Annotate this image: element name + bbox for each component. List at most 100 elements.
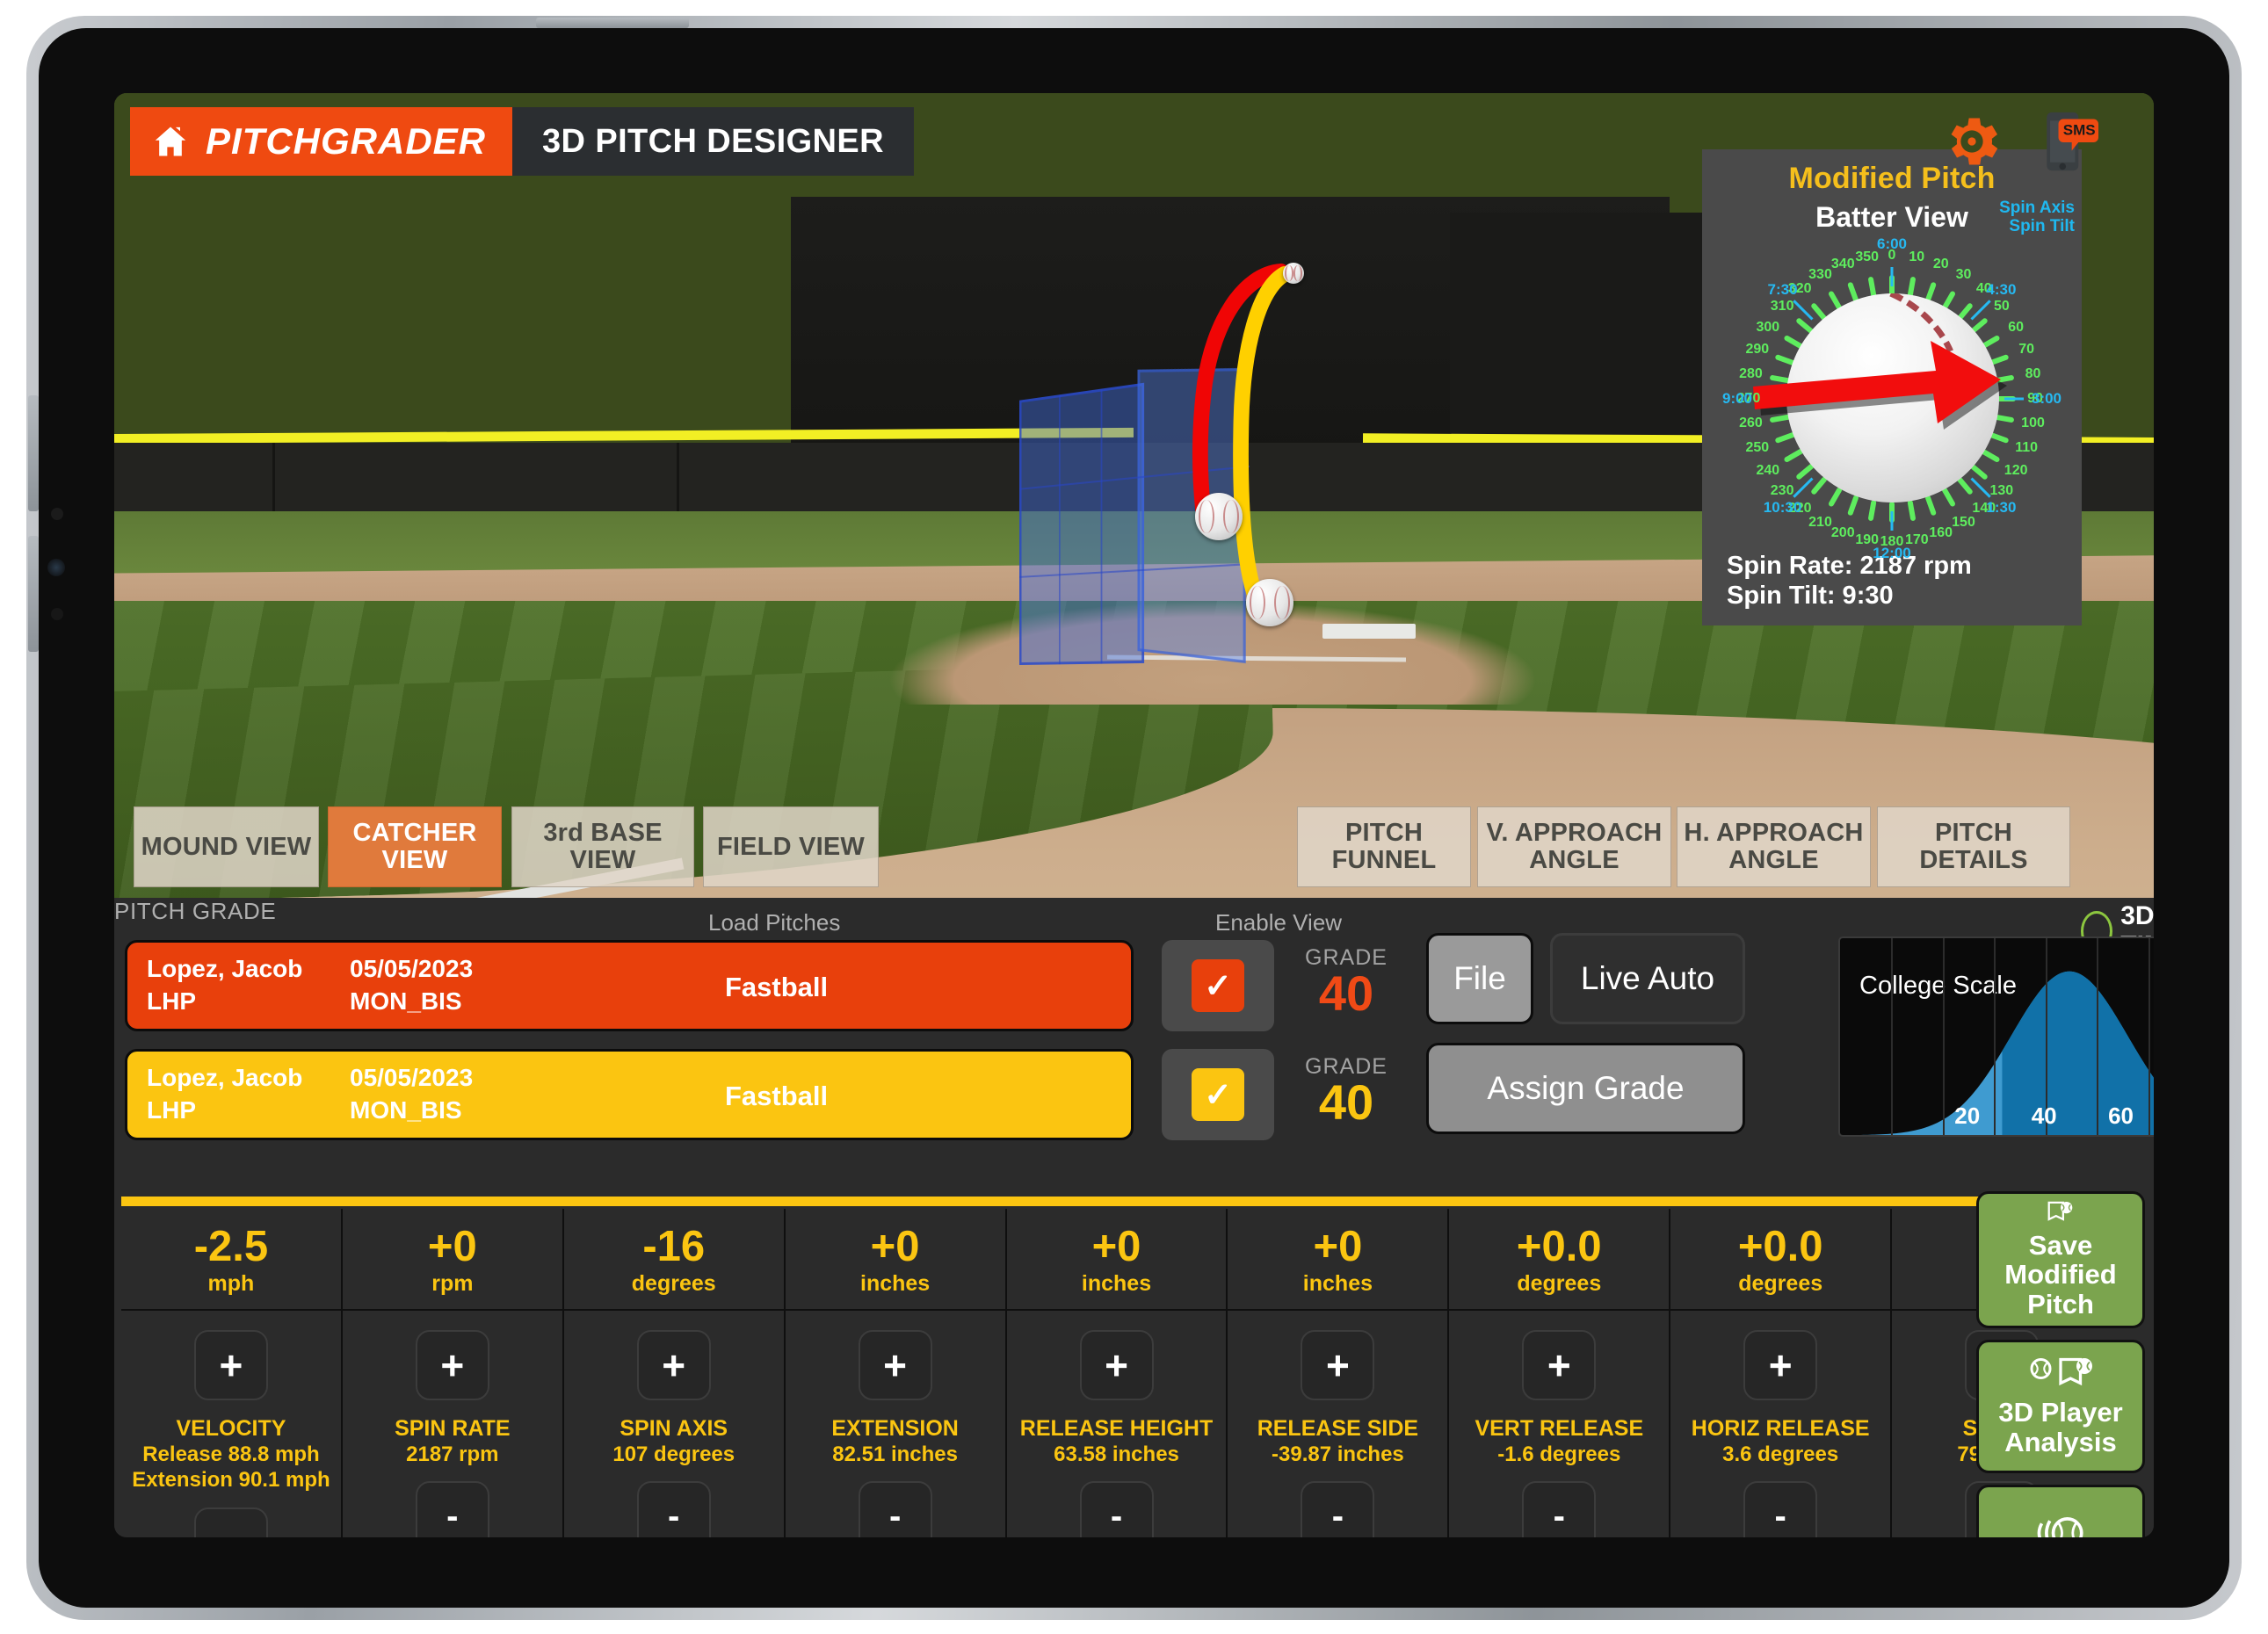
brand-logo[interactable]: PITCHGRADER [130,107,513,176]
enable-view-checkbox[interactable]: ✓ [1192,959,1244,1012]
increment-button[interactable]: + [1301,1330,1375,1400]
delta-value: +0 [870,1223,920,1270]
delta-value: +0 [1313,1223,1363,1270]
parameter-delta: +0.0 degrees [1449,1209,1670,1311]
strike-zone-gridline [1058,394,1061,665]
volume-up-button[interactable] [28,395,39,511]
parameter-detail: -1.6 degrees [1497,1442,1621,1466]
sms-phone-icon[interactable]: SMS [2033,111,2101,178]
increment-button[interactable]: + [636,1330,711,1400]
tablet-frame: PITCHGRADER 3D PITCH DESIGNER [26,16,2242,1620]
spin-clock-tick: 9:00 [1721,390,1753,407]
grade-label: GRADE [1305,945,1388,970]
delta-value: -16 [642,1223,706,1270]
parameter-grid: -2.5 mph + VELOCITY Release 88.8 mph Extensio… [121,1209,2112,1537]
field-3d-viewport[interactable]: PITCHGRADER 3D PITCH DESIGNER [114,93,2154,898]
pitch-type: Fastball [725,972,829,1002]
decrement-button[interactable]: - [1301,1481,1375,1537]
enable-view-checkbox[interactable]: ✓ [1192,1068,1244,1121]
pitch-details-button[interactable]: PITCH DETAILS [1877,806,2070,887]
delta-unit: inches [860,1271,931,1296]
decrement-button[interactable]: - [415,1481,489,1537]
enable-view-checkbox-cell[interactable]: ✓ [1162,1049,1274,1140]
bezel-dot [51,508,63,520]
spin-degree-tick: 200 [1830,525,1855,541]
gear-icon[interactable] [1939,109,2004,178]
spin-clock-tick: 7:30 [1767,280,1798,298]
pitch-funnel-button[interactable]: PITCH FUNNEL [1297,806,1471,887]
player-analysis-button[interactable]: 3D Player Analysis [1976,1340,2145,1473]
power-button[interactable] [536,18,689,28]
spin-degree-tick: 0 [1888,248,1896,263]
third-base-view-button[interactable]: 3rd BASE VIEW [511,806,694,887]
increment-button[interactable]: + [1522,1330,1597,1400]
increment-button[interactable]: + [1743,1330,1818,1400]
spin-degree-tick: 130 [1989,482,2014,498]
wall-seam [677,443,679,518]
spin-clock-tick: 3:00 [2031,390,2062,407]
bell-curve [1859,971,2154,1135]
parameter-delta: +0.0 degrees [1670,1209,1891,1311]
vertical-approach-angle-button[interactable]: V. APPROACH ANGLE [1477,806,1671,887]
increment-button[interactable]: + [858,1330,932,1400]
parameter-name: SPIN RATE [395,1416,511,1441]
parameter-column-extension: +0 inches + EXTENSION 82.51 inches - [785,1209,1007,1537]
parameter-column-spin-rate: +0 rpm + SPIN RATE 2187 rpm - [342,1209,564,1537]
chart-gridline [2097,938,2099,1135]
volume-down-button[interactable] [28,536,39,652]
delta-value: +0.0 [1516,1223,1602,1270]
decrement-button[interactable]: - [1079,1481,1154,1537]
horizontal-approach-angle-button[interactable]: H. APPROACH ANGLE [1677,806,1871,887]
enable-view-checkbox-cell[interactable]: ✓ [1162,940,1274,1031]
assign-grade-button[interactable]: Assign Grade [1426,1043,1745,1134]
animate-button[interactable]: Animate [1976,1485,2145,1537]
parameter-name: RELEASE HEIGHT [1019,1416,1214,1441]
pitch-grade-chart[interactable]: College Scale 20406080 [1838,936,2154,1137]
spin-dial-ticks [1760,267,2024,531]
parameter-name: VELOCITY [176,1416,286,1441]
decrement-button[interactable]: - [1743,1481,1818,1537]
spin-clock-tick: 4:30 [1986,280,2017,298]
parameter-delta: +0 inches [1006,1209,1227,1311]
module-title-tab[interactable]: 3D PITCH DESIGNER [512,107,914,176]
decrement-button[interactable]: - [193,1507,268,1537]
pitch-chip[interactable]: Lopez, Jacob LHP 05/05/2023 MON_BIS Fast… [125,1049,1134,1140]
release-point-marker [1283,263,1304,284]
grade-cell: GRADE 40 [1286,1054,1406,1126]
delta-unit: inches [1081,1271,1152,1296]
parameter-column-spin-axis: -16 degrees + SPIN AXIS 107 degrees - [563,1209,786,1537]
spin-degree-tick: 210 [1808,515,1832,531]
pitch-chip[interactable]: Lopez, Jacob LHP 05/05/2023 MON_BIS Fast… [125,940,1134,1031]
decrement-button[interactable]: - [858,1481,932,1537]
grade-cell: GRADE 40 [1286,945,1406,1017]
save-modified-pitch-button[interactable]: Save Modified Pitch [1976,1191,2145,1328]
spin-rate-readout: Spin Rate: 2187 rpm [1727,552,1972,580]
chart-gridline [1942,938,1945,1135]
pitch-date: 05/05/2023 MON_BIS [350,955,474,1015]
spin-clock-tick: 1:30 [1986,499,2017,517]
file-button[interactable]: File [1426,933,1533,1024]
decrement-button[interactable]: - [636,1481,711,1537]
increment-button[interactable]: + [1079,1330,1154,1400]
load-pitches-label: Load Pitches [708,909,841,936]
decrement-button[interactable]: - [1522,1481,1597,1537]
delta-unit: degrees [1517,1271,1602,1296]
live-auto-button[interactable]: Live Auto [1550,933,1745,1024]
chart-gridline [1994,938,1996,1135]
spin-tilt-readout: Spin Tilt: 9:30 [1727,581,1894,610]
delta-value: -2.5 [193,1223,269,1270]
baseball-modified [1246,579,1293,626]
parameter-body: + EXTENSION 82.51 inches - [786,1311,1005,1537]
delta-value: +0.0 [1737,1223,1823,1270]
view-button-row: MOUND VIEW CATCHER VIEW 3rd BASE VIEW FI… [114,801,2154,887]
mound-view-button[interactable]: MOUND VIEW [134,806,319,887]
spin-panel-title: Modified Pitch [1788,162,1996,195]
catcher-view-button[interactable]: CATCHER VIEW [328,806,502,887]
spin-degree-tick: 170 [1904,531,1929,547]
spin-degree-tick: 70 [2018,342,2035,358]
field-view-button[interactable]: FIELD VIEW [703,806,879,887]
panel-divider [121,1197,2112,1206]
increment-button[interactable]: + [193,1330,268,1400]
increment-button[interactable]: + [415,1330,489,1400]
chart-band [2002,971,2154,1135]
